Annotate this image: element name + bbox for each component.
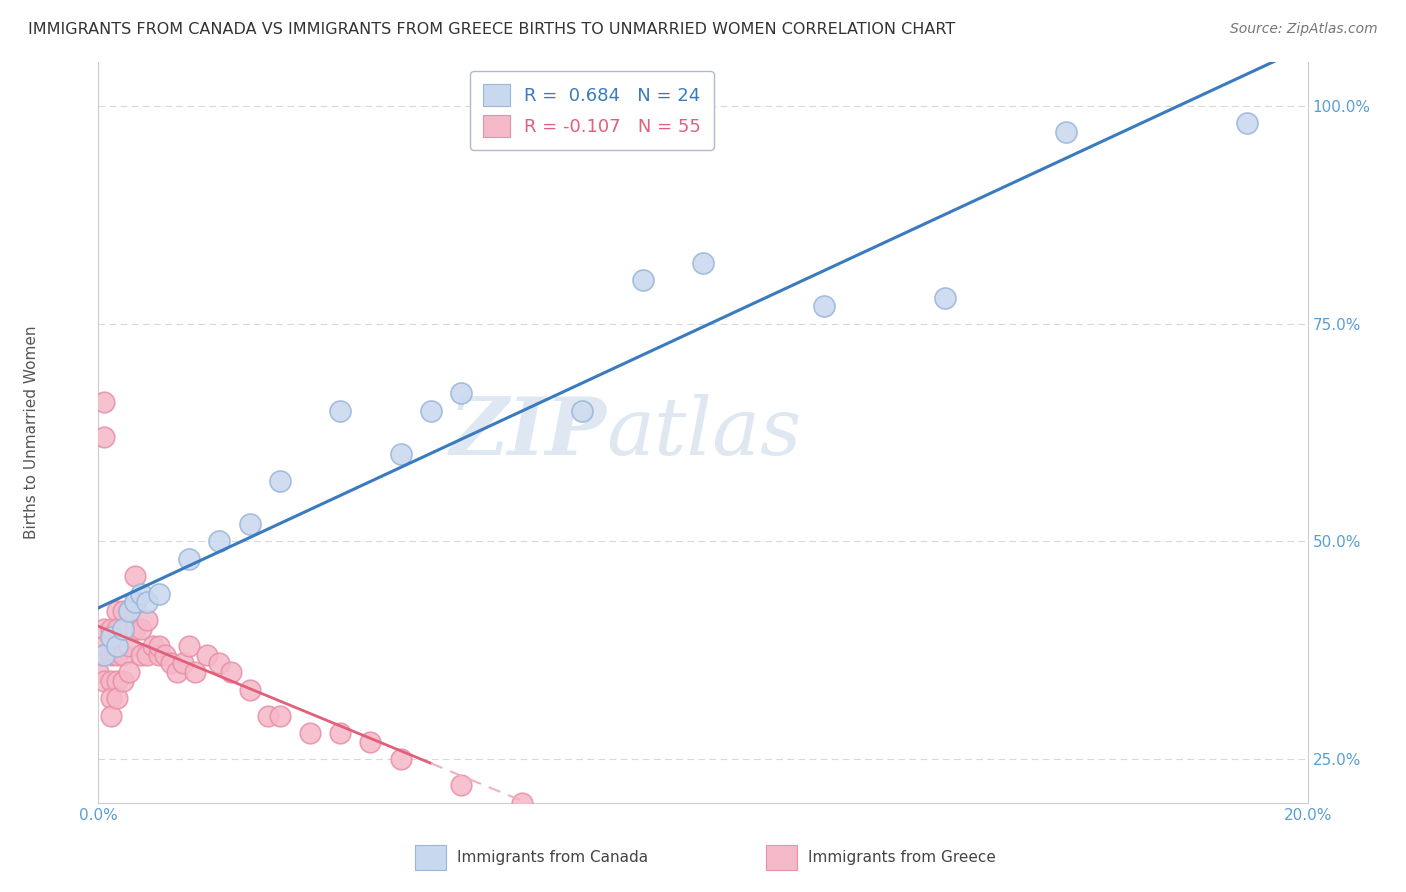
Point bbox=[93, 430, 115, 444]
Point bbox=[100, 622, 122, 636]
Point bbox=[129, 622, 152, 636]
Point bbox=[129, 648, 152, 662]
Point bbox=[148, 639, 170, 653]
Point bbox=[299, 726, 322, 740]
Point bbox=[692, 856, 714, 871]
Point bbox=[105, 648, 128, 662]
Point bbox=[124, 622, 146, 636]
Point bbox=[420, 404, 443, 418]
Point bbox=[1236, 116, 1258, 130]
Point bbox=[389, 752, 412, 766]
Text: ZIP: ZIP bbox=[450, 394, 606, 471]
Legend: R =  0.684   N = 24, R = -0.107   N = 55: R = 0.684 N = 24, R = -0.107 N = 55 bbox=[470, 71, 714, 150]
Point bbox=[256, 708, 278, 723]
Point bbox=[208, 534, 231, 549]
Point bbox=[329, 404, 352, 418]
Point bbox=[148, 587, 170, 601]
Point bbox=[148, 648, 170, 662]
Point bbox=[93, 622, 115, 636]
Point bbox=[195, 648, 218, 662]
Point bbox=[179, 639, 201, 653]
Point bbox=[360, 735, 382, 749]
Point bbox=[450, 778, 472, 792]
Text: Immigrants from Greece: Immigrants from Greece bbox=[808, 850, 997, 864]
Point bbox=[124, 595, 146, 609]
Point bbox=[571, 404, 593, 418]
Point bbox=[221, 665, 243, 680]
Point bbox=[93, 639, 115, 653]
Point bbox=[153, 648, 176, 662]
Point bbox=[105, 639, 128, 653]
Point bbox=[813, 299, 835, 313]
Point bbox=[118, 604, 141, 618]
Text: atlas: atlas bbox=[606, 394, 801, 471]
Point bbox=[93, 648, 115, 662]
Point bbox=[118, 639, 141, 653]
Point bbox=[100, 708, 122, 723]
Point bbox=[124, 595, 146, 609]
Point bbox=[100, 673, 122, 688]
Point bbox=[100, 630, 122, 644]
Point bbox=[93, 395, 115, 409]
Point bbox=[111, 648, 134, 662]
Point bbox=[450, 386, 472, 401]
Point bbox=[1054, 125, 1077, 139]
Point bbox=[510, 796, 533, 810]
Point bbox=[87, 648, 110, 662]
Text: Births to Unmarried Women: Births to Unmarried Women bbox=[24, 326, 39, 540]
Point bbox=[100, 648, 122, 662]
Point bbox=[692, 256, 714, 270]
Point bbox=[124, 569, 146, 583]
Point bbox=[129, 587, 152, 601]
Point bbox=[179, 552, 201, 566]
Point bbox=[239, 682, 262, 697]
Text: IMMIGRANTS FROM CANADA VS IMMIGRANTS FROM GREECE BIRTHS TO UNMARRIED WOMEN CORRE: IMMIGRANTS FROM CANADA VS IMMIGRANTS FRO… bbox=[28, 22, 955, 37]
Point bbox=[160, 657, 183, 671]
Point bbox=[135, 613, 157, 627]
Point bbox=[100, 691, 122, 706]
Point bbox=[166, 665, 188, 680]
Point bbox=[105, 604, 128, 618]
Point bbox=[142, 639, 165, 653]
Point bbox=[208, 657, 231, 671]
Point bbox=[631, 839, 654, 854]
Point bbox=[269, 708, 291, 723]
Point bbox=[111, 673, 134, 688]
Point bbox=[111, 622, 134, 636]
Point bbox=[118, 604, 141, 618]
Point bbox=[105, 673, 128, 688]
Point bbox=[184, 665, 207, 680]
Point bbox=[135, 648, 157, 662]
Point bbox=[111, 604, 134, 618]
Point bbox=[105, 622, 128, 636]
Point bbox=[105, 691, 128, 706]
Point bbox=[269, 474, 291, 488]
Point bbox=[934, 291, 956, 305]
Point bbox=[135, 595, 157, 609]
Point bbox=[752, 883, 775, 892]
Point bbox=[389, 447, 412, 461]
Text: Source: ZipAtlas.com: Source: ZipAtlas.com bbox=[1230, 22, 1378, 37]
Point bbox=[93, 673, 115, 688]
Point bbox=[329, 726, 352, 740]
Point bbox=[631, 273, 654, 287]
Point bbox=[87, 665, 110, 680]
Text: Immigrants from Canada: Immigrants from Canada bbox=[457, 850, 648, 864]
Point bbox=[571, 822, 593, 836]
Point bbox=[172, 657, 194, 671]
Point bbox=[239, 517, 262, 532]
Point bbox=[118, 665, 141, 680]
